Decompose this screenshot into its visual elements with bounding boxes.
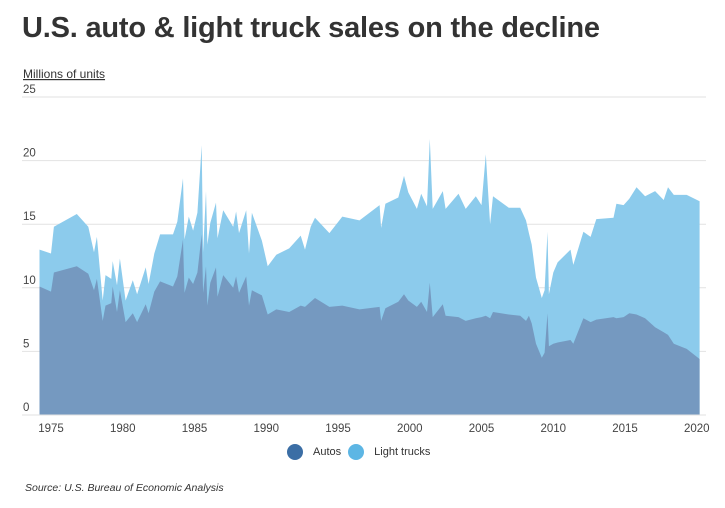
x-tick-label: 2010 [540,423,566,435]
legend: Autos Light trucks [287,444,437,460]
x-axis-ticks: 1975 1980 1985 1990 1995 2000 2005 2010 2015 2020 [38,423,709,435]
x-tick-label: 1995 [325,423,351,435]
legend-item-autos[interactable]: Autos [287,444,341,460]
y-axis-ticks: 0 5 10 15 20 25 [23,84,36,414]
legend-swatch-autos [287,444,303,460]
x-tick-label: 1980 [110,423,136,435]
legend-item-light-trucks[interactable]: Light trucks [348,444,430,460]
x-tick-label: 1990 [253,423,279,435]
y-tick-label: 25 [23,84,36,96]
legend-swatch-light-trucks [348,444,365,460]
area-autos [39,234,700,415]
x-tick-label: 2005 [469,423,495,435]
y-tick-label: 0 [23,402,29,414]
x-tick-label: 2015 [612,423,638,435]
chart-title: U.S. auto & light truck sales on the dec… [22,12,600,44]
x-tick-label: 1975 [38,423,64,435]
y-axis-label: Millions of units [23,67,105,81]
plot-areas [22,139,706,416]
y-tick-label: 20 [23,148,36,160]
y-tick-label: 15 [23,211,36,223]
legend-label-light-trucks: Light trucks [374,446,431,458]
y-tick-label: 10 [23,275,36,287]
y-tick-label: 5 [23,338,29,350]
x-tick-label: 2000 [397,423,423,435]
x-tick-label: 2020 [684,423,710,435]
source-note: Source: U.S. Bureau of Economic Analysis [25,482,224,494]
legend-label-autos: Autos [313,446,342,458]
x-tick-label: 1985 [182,423,208,435]
